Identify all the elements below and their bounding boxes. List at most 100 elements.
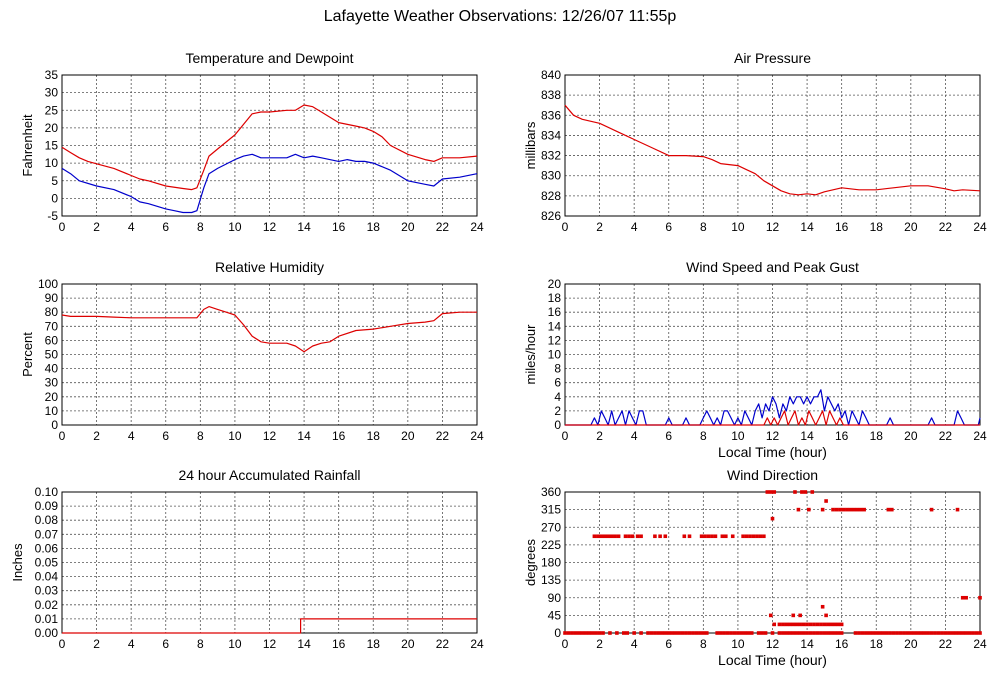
data-point [978, 595, 982, 600]
chart-title: 24 hour Accumulated Rainfall [178, 467, 360, 483]
x-tick-label: 18 [870, 637, 884, 651]
data-point [602, 534, 607, 539]
x-tick-label: 12 [766, 429, 780, 443]
data-point [744, 534, 749, 539]
x-tick-label: 6 [665, 220, 672, 234]
data-point [826, 631, 830, 635]
data-point [832, 631, 837, 635]
data-point [616, 534, 621, 539]
y-tick-label: 12 [548, 333, 562, 347]
data-point [898, 631, 903, 635]
data-point [886, 507, 891, 512]
x-tick-label: 6 [665, 637, 672, 651]
data-point [881, 631, 885, 635]
x-tick-label: 10 [731, 637, 745, 651]
y-tick-label: 35 [45, 68, 59, 82]
data-point [888, 631, 892, 635]
data-point [710, 534, 714, 539]
data-point [706, 534, 711, 539]
data-point [746, 631, 751, 635]
series-line [565, 410, 980, 426]
data-point [909, 631, 913, 635]
y-tick-label: 0.04 [35, 570, 59, 584]
data-point [781, 631, 785, 635]
data-point [660, 631, 664, 635]
data-point [915, 631, 920, 635]
data-point [632, 631, 636, 635]
data-point [805, 631, 809, 635]
y-tick-label: 0.05 [35, 556, 59, 570]
data-point [929, 507, 934, 512]
data-point [912, 631, 917, 635]
data-point [967, 631, 972, 635]
x-tick-label: 16 [835, 220, 849, 234]
y-axis-label: Inches [10, 543, 25, 582]
data-point [950, 631, 955, 635]
y-tick-label: 10 [45, 156, 59, 170]
x-tick-label: 14 [800, 220, 814, 234]
data-point [839, 631, 844, 635]
data-point [680, 631, 685, 635]
x-tick-label: 0 [562, 429, 569, 443]
data-point [845, 507, 849, 512]
x-tick-label: 18 [870, 220, 884, 234]
data-point [955, 507, 960, 512]
data-point [649, 631, 654, 635]
y-tick-label: 18 [548, 291, 562, 305]
data-point [836, 622, 841, 627]
data-point [787, 622, 792, 627]
data-point [926, 631, 930, 635]
data-point [791, 622, 796, 627]
x-tick-label: 0 [59, 429, 66, 443]
data-point [720, 534, 725, 539]
plot-frame [564, 74, 981, 217]
data-point [803, 490, 808, 494]
y-tick-label: 180 [541, 556, 561, 570]
data-point [713, 534, 718, 539]
y-tick-label: 70 [45, 319, 59, 333]
series-line [564, 104, 981, 196]
data-point [580, 631, 585, 635]
y-tick-label: 0.06 [35, 541, 59, 555]
y-tick-label: 16 [548, 305, 562, 319]
x-axis-label: Local Time (hour) [718, 444, 827, 460]
y-tick-label: 0.02 [35, 598, 59, 612]
x-tick-label: 12 [766, 220, 780, 234]
data-point [936, 631, 941, 635]
data-point [787, 631, 792, 635]
y-tick-label: 20 [45, 121, 59, 135]
x-tick-label: 12 [263, 220, 277, 234]
data-point [820, 507, 825, 512]
y-tick-label: 10 [548, 348, 562, 362]
y-tick-label: 0.03 [35, 584, 59, 598]
data-point [691, 631, 695, 635]
x-tick-label: 2 [596, 429, 603, 443]
data-point [919, 631, 924, 635]
data-point [812, 631, 816, 635]
x-tick-label: 20 [904, 637, 918, 651]
data-point [772, 490, 777, 494]
data-point [978, 631, 982, 635]
x-tick-label: 22 [436, 220, 450, 234]
data-point [808, 631, 813, 635]
data-point [808, 622, 813, 627]
y-tick-label: 0 [51, 191, 58, 205]
x-tick-label: 22 [939, 429, 953, 443]
data-point [630, 534, 635, 539]
x-tick-label: 0 [562, 220, 569, 234]
data-point [763, 631, 768, 635]
data-point [838, 507, 842, 512]
y-axis-label: miles/hour [523, 324, 538, 385]
y-tick-label: 80 [45, 305, 59, 319]
data-point [781, 622, 785, 627]
data-point [933, 631, 937, 635]
data-point [653, 534, 657, 539]
y-axis-label: millibars [523, 121, 538, 169]
data-point [698, 631, 702, 635]
data-point [822, 622, 827, 627]
data-point [777, 631, 782, 635]
y-tick-label: 14 [548, 319, 562, 333]
x-tick-label: 16 [332, 429, 346, 443]
data-point [810, 490, 815, 494]
